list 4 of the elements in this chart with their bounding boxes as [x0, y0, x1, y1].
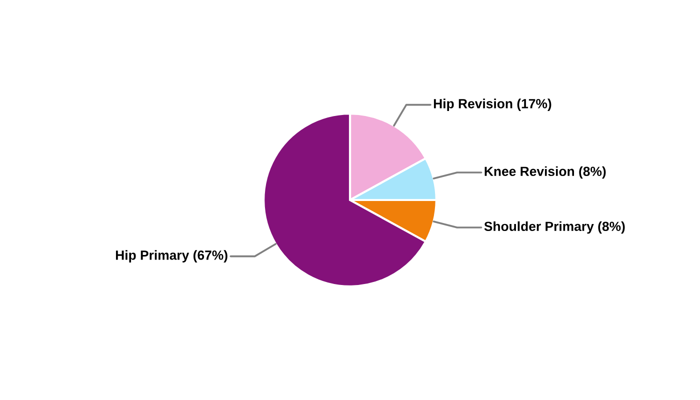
slice-label: Knee Revision (8%)	[484, 166, 606, 179]
slice-label: Hip Primary (67%)	[116, 250, 228, 262]
slice-label: Shoulder Primary (8%)	[484, 221, 625, 234]
slice-label: Hip Revision (17%)	[434, 98, 552, 111]
